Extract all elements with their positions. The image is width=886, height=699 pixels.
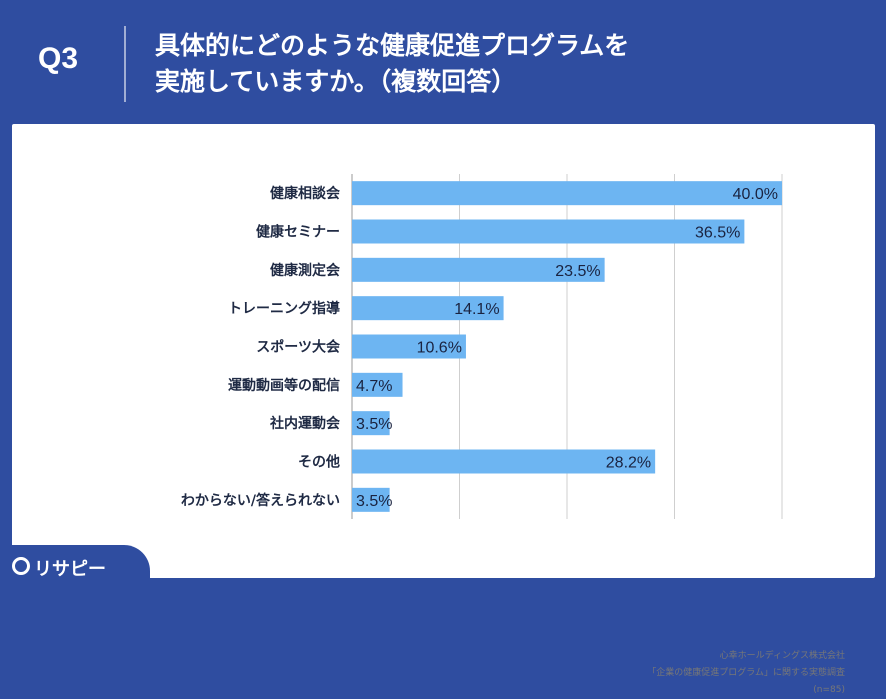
bar xyxy=(352,411,390,436)
header-banner: Q3 具体的にどのような健康促進プログラムを 実施していますか。（複数回答） xyxy=(0,0,886,124)
category-label: その他 xyxy=(298,454,340,471)
data-label: 3.5% xyxy=(356,493,392,510)
category-label: 運動動画等の配信 xyxy=(228,377,340,394)
question-text: 具体的にどのような健康促進プログラムを 実施していますか。（複数回答） xyxy=(155,28,855,100)
question-number: Q3 xyxy=(38,42,79,75)
category-label: 健康セミナー xyxy=(256,224,340,241)
source-note: 心幸ホールディングス株式会社 「企業の健康促進プログラム」に関する実態調査 (n… xyxy=(647,648,845,699)
data-label: 28.2% xyxy=(606,455,651,472)
bar-chart: 健康相談会 40.0% 健康セミナー 36.5% 健康測定会 23.5% トレーニング指導 1… xyxy=(181,174,783,519)
data-label: 23.5% xyxy=(555,263,600,280)
data-label: 14.1% xyxy=(454,301,499,318)
category-label: わからない/答えられない xyxy=(181,492,340,509)
bar xyxy=(352,296,504,321)
bar xyxy=(352,449,656,474)
source-sample-size: (n=85) xyxy=(813,685,845,695)
header-divider xyxy=(124,26,126,102)
category-label: スポーツ大会 xyxy=(256,339,341,356)
data-label: 4.7% xyxy=(356,378,392,395)
category-label: 健康測定会 xyxy=(270,262,341,279)
chart-card: 健康相談会 40.0% 健康セミナー 36.5% 健康測定会 23.5% トレーニング指導 1… xyxy=(12,124,875,695)
bar xyxy=(352,372,403,397)
bar xyxy=(352,219,745,244)
brand-logo: リサピー xyxy=(0,545,150,589)
category-label: 健康相談会 xyxy=(270,185,341,202)
source-company: 心幸ホールディングス株式会社 xyxy=(719,651,845,661)
bar xyxy=(352,257,605,282)
question-line-1: 具体的にどのような健康促進プログラムを xyxy=(155,31,630,60)
source-survey: 「企業の健康促進プログラム」に関する実態調査 xyxy=(647,668,845,678)
data-label: 3.5% xyxy=(356,416,392,433)
category-label: 社内運動会 xyxy=(269,415,341,432)
data-label: 36.5% xyxy=(695,225,740,242)
category-label: トレーニング指導 xyxy=(228,300,340,317)
data-label: 10.6% xyxy=(417,340,462,357)
bar xyxy=(352,181,782,206)
bar xyxy=(352,487,390,512)
brand-logo-text: リサピー xyxy=(34,559,106,580)
data-label: 40.0% xyxy=(733,186,778,203)
question-line-2: 実施していますか。（複数回答） xyxy=(155,67,517,96)
bar xyxy=(352,334,466,359)
search-pin-icon xyxy=(12,557,30,575)
